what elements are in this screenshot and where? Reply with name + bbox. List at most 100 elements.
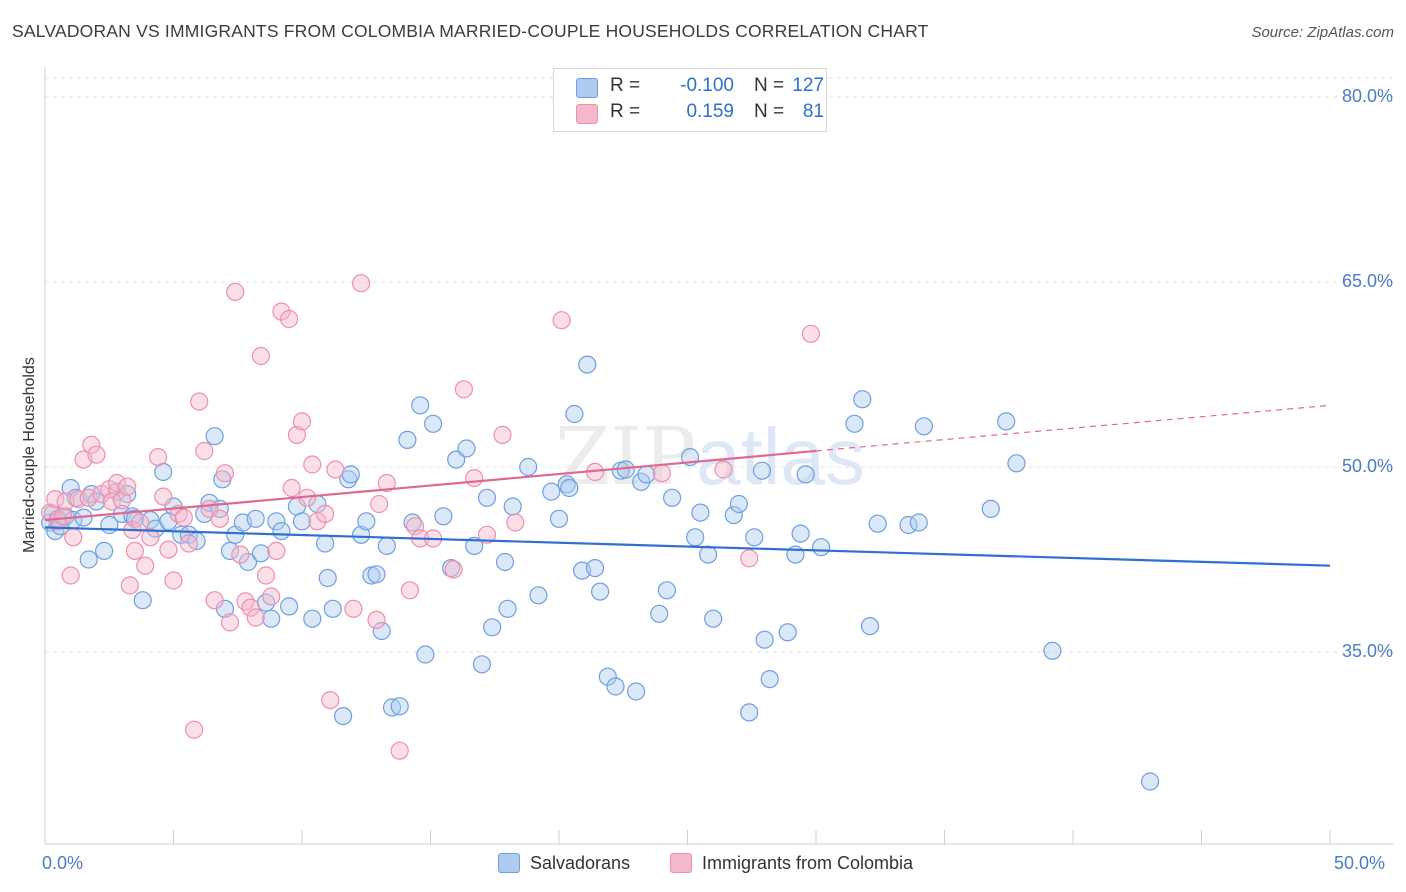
data-point (159, 540, 178, 559)
data-point (390, 697, 409, 716)
n-value: 127 (792, 75, 824, 96)
data-point (292, 512, 312, 531)
swatch-blue (576, 78, 598, 98)
data-point (112, 491, 132, 510)
data-point (280, 309, 299, 329)
data-point (434, 507, 453, 526)
swatch-pink (576, 104, 598, 124)
data-point (316, 504, 335, 524)
data-point (125, 541, 144, 561)
data-point (256, 566, 276, 585)
data-point (64, 528, 83, 547)
trend-line-colombia (44, 449, 817, 522)
data-point (287, 425, 306, 444)
trend-lines (44, 404, 1331, 567)
data-point (760, 669, 779, 689)
data-point (454, 380, 473, 399)
data-point (367, 565, 386, 584)
watermark-atlas: atlas (696, 412, 865, 501)
data-point (246, 509, 265, 528)
data-point (549, 509, 569, 528)
data-point (650, 604, 669, 623)
data-point (585, 558, 605, 578)
data-point (352, 525, 371, 544)
y-tick-label: 35.0% (1341, 641, 1393, 661)
data-point (691, 503, 710, 522)
data-point (141, 528, 160, 547)
data-point (238, 552, 258, 572)
data-point (914, 417, 934, 436)
data-point (303, 609, 322, 628)
x-tick-label-min: 0.0% (42, 853, 84, 873)
data-point (61, 566, 80, 585)
data-point (909, 513, 928, 532)
data-point (578, 355, 597, 374)
data-point (357, 512, 376, 531)
r-label: R = (610, 75, 641, 96)
data-point (174, 508, 193, 527)
data-point (729, 494, 749, 514)
data-point (811, 538, 831, 557)
data-point (1140, 772, 1160, 791)
data-point (205, 591, 224, 610)
data-point (565, 404, 584, 424)
chart-title: SALVADORAN VS IMMIGRANTS FROM COLOMBIA M… (12, 21, 929, 41)
data-point (164, 571, 183, 590)
data-point (226, 282, 245, 301)
data-point (326, 460, 345, 479)
data-point (262, 609, 281, 628)
data-point (267, 541, 286, 561)
source-label: Source: ZipAtlas.com (1251, 24, 1394, 41)
data-point (231, 545, 250, 564)
data-point (308, 512, 327, 531)
data-point (424, 414, 443, 433)
n-label: N = (754, 101, 785, 122)
data-point (118, 477, 137, 496)
data-point (190, 392, 209, 411)
data-point (686, 528, 705, 547)
data-point (506, 513, 525, 532)
data-point (282, 478, 301, 498)
data-point (652, 464, 671, 483)
data-point (1043, 641, 1062, 660)
data-point (778, 623, 797, 642)
data-point (606, 677, 625, 696)
data-point (981, 499, 1000, 518)
data-point (352, 274, 371, 293)
data-point (552, 311, 571, 330)
data-point (272, 521, 291, 541)
data-point (755, 630, 774, 649)
data-point (48, 512, 68, 531)
data-point (372, 621, 391, 641)
data-point (316, 534, 335, 553)
data-point (131, 513, 150, 532)
data-point (210, 509, 229, 528)
data-point (185, 720, 204, 739)
data-point (341, 465, 360, 484)
y-axis-title: Married-couple Households (21, 357, 38, 553)
data-point (377, 473, 396, 493)
data-point (82, 435, 101, 454)
legend-label: Salvadorans (530, 853, 631, 873)
data-point (200, 493, 219, 512)
data-point (519, 457, 538, 477)
data-point (321, 690, 340, 710)
data-point (241, 598, 260, 617)
data-point (344, 599, 363, 618)
data-point (503, 497, 522, 516)
data-point (724, 505, 743, 525)
data-point (637, 465, 656, 484)
data-point (745, 528, 764, 547)
data-point (542, 482, 561, 501)
data-point (444, 560, 463, 579)
y-tick-label: 80.0% (1341, 86, 1393, 106)
data-point (107, 473, 127, 493)
r-value: -0.100 (680, 75, 734, 96)
data-point (845, 414, 864, 433)
data-point (400, 581, 419, 600)
data-point (662, 488, 682, 507)
data-point (416, 645, 435, 664)
data-point (1007, 454, 1026, 473)
data-point (79, 550, 98, 569)
